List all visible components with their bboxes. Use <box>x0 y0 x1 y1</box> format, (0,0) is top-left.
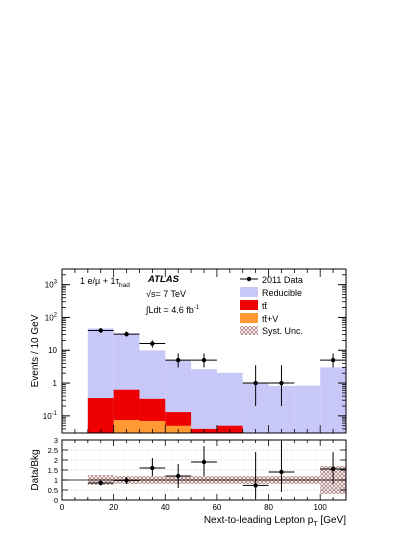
bar-tt-0 <box>87 398 114 433</box>
atlas-label: ATLAS <box>147 274 180 285</box>
ratio-point-1 <box>124 478 129 483</box>
main-data-points <box>87 328 346 406</box>
main-ytick-label-4: 103 <box>45 280 58 290</box>
main-ytick-label-0: 10-1 <box>43 411 58 421</box>
bar-reducible-8 <box>294 385 321 433</box>
ratio-x-ticks: 0 20 40 60 80 100 <box>60 440 347 512</box>
ratio-point-2 <box>150 465 155 471</box>
legend: 2011 Data Reducible tt̄ tt̄+V Syst. Unc. <box>240 275 303 336</box>
main-x-ticks <box>61 269 347 433</box>
bar-reducible-5 <box>216 372 243 433</box>
main-y-ticks: 10-1 1 10 102 103 <box>43 274 346 430</box>
ratio-point-4 <box>201 459 207 465</box>
data-point-3 <box>175 357 181 363</box>
ratio-ytick-label-0: 0 <box>54 496 58 505</box>
ratio-data-points <box>87 440 346 498</box>
main-ytick-label-3: 102 <box>45 312 58 322</box>
data-point-5 <box>253 380 258 386</box>
legend-syst-swatch <box>240 326 258 335</box>
ratio-ytick-label-1: 0.5 <box>48 486 58 495</box>
data-point-7 <box>330 357 336 363</box>
ratio-panel: 00.511.522.53 0 20 40 60 80 100 Data/Bkg Next… <box>30 436 347 528</box>
main-ytick-label-1: 1 <box>53 379 58 388</box>
legend-syst-label: Syst. Unc. <box>262 326 303 336</box>
data-point-1 <box>124 331 129 337</box>
energy-label: √s= 7 TeV <box>146 289 186 299</box>
ratio-y-ticks: 00.511.522.53 <box>48 436 346 505</box>
ratio-point-3 <box>175 473 181 479</box>
legend-ttbar-label: tt̄ <box>262 301 268 311</box>
x-tick-label-2: 40 <box>161 503 170 512</box>
x-tick-label-5: 100 <box>314 503 328 512</box>
ratio-point-6 <box>279 469 284 475</box>
ratio-y-axis-label: Data/Bkg <box>30 449 41 490</box>
legend-reducible-label: Reducible <box>262 288 302 298</box>
data-point-0 <box>98 328 103 333</box>
ratio-ytick-label-2: 1 <box>54 476 58 485</box>
channel-label: 1 e/μ + 1τhad <box>80 276 130 289</box>
bar-ttv-1 <box>113 419 140 433</box>
x-tick-label-0: 0 <box>60 503 65 512</box>
data-point-2 <box>150 341 155 346</box>
legend-reducible-swatch <box>240 287 258 297</box>
main-y-axis-label: Events / 10 GeV <box>30 314 41 387</box>
legend-ttv-swatch <box>240 313 258 323</box>
bar-reducible-9 <box>320 367 346 433</box>
ratio-ytick-label-5: 2.5 <box>48 446 58 455</box>
ratio-ytick-label-4: 2 <box>54 456 58 465</box>
main-ytick-label-2: 10 <box>48 346 57 355</box>
x-tick-label-1: 20 <box>109 503 118 512</box>
ratio-point-0 <box>98 480 103 486</box>
ratio-ytick-label-6: 3 <box>54 436 58 445</box>
ratio-point-7 <box>330 466 336 472</box>
ratio-point-5 <box>253 483 258 488</box>
legend-ttv-label: tt̄+V <box>262 314 278 324</box>
data-point-6 <box>279 380 284 386</box>
legend-data-label: 2011 Data <box>262 275 303 285</box>
x-axis-label: Next-to-leading Lepton pT [GeV] <box>204 515 346 528</box>
bar-ttv-2 <box>139 420 166 433</box>
legend-data-marker <box>240 276 258 282</box>
data-point-4 <box>201 357 207 363</box>
x-tick-label-3: 60 <box>212 503 221 512</box>
ratio-ytick-label-3: 1.5 <box>48 466 58 475</box>
legend-ttbar-swatch <box>240 300 258 310</box>
main-panel: 10-1 1 10 102 103 Events / 10 GeV 1 e/μ + 1τ… <box>30 268 347 434</box>
x-tick-label-4: 80 <box>264 503 273 512</box>
bar-reducible-4 <box>191 369 217 433</box>
lumi-label: ∫Ldt = 4.6 fb-1 <box>145 305 200 315</box>
main-stack <box>87 328 346 433</box>
